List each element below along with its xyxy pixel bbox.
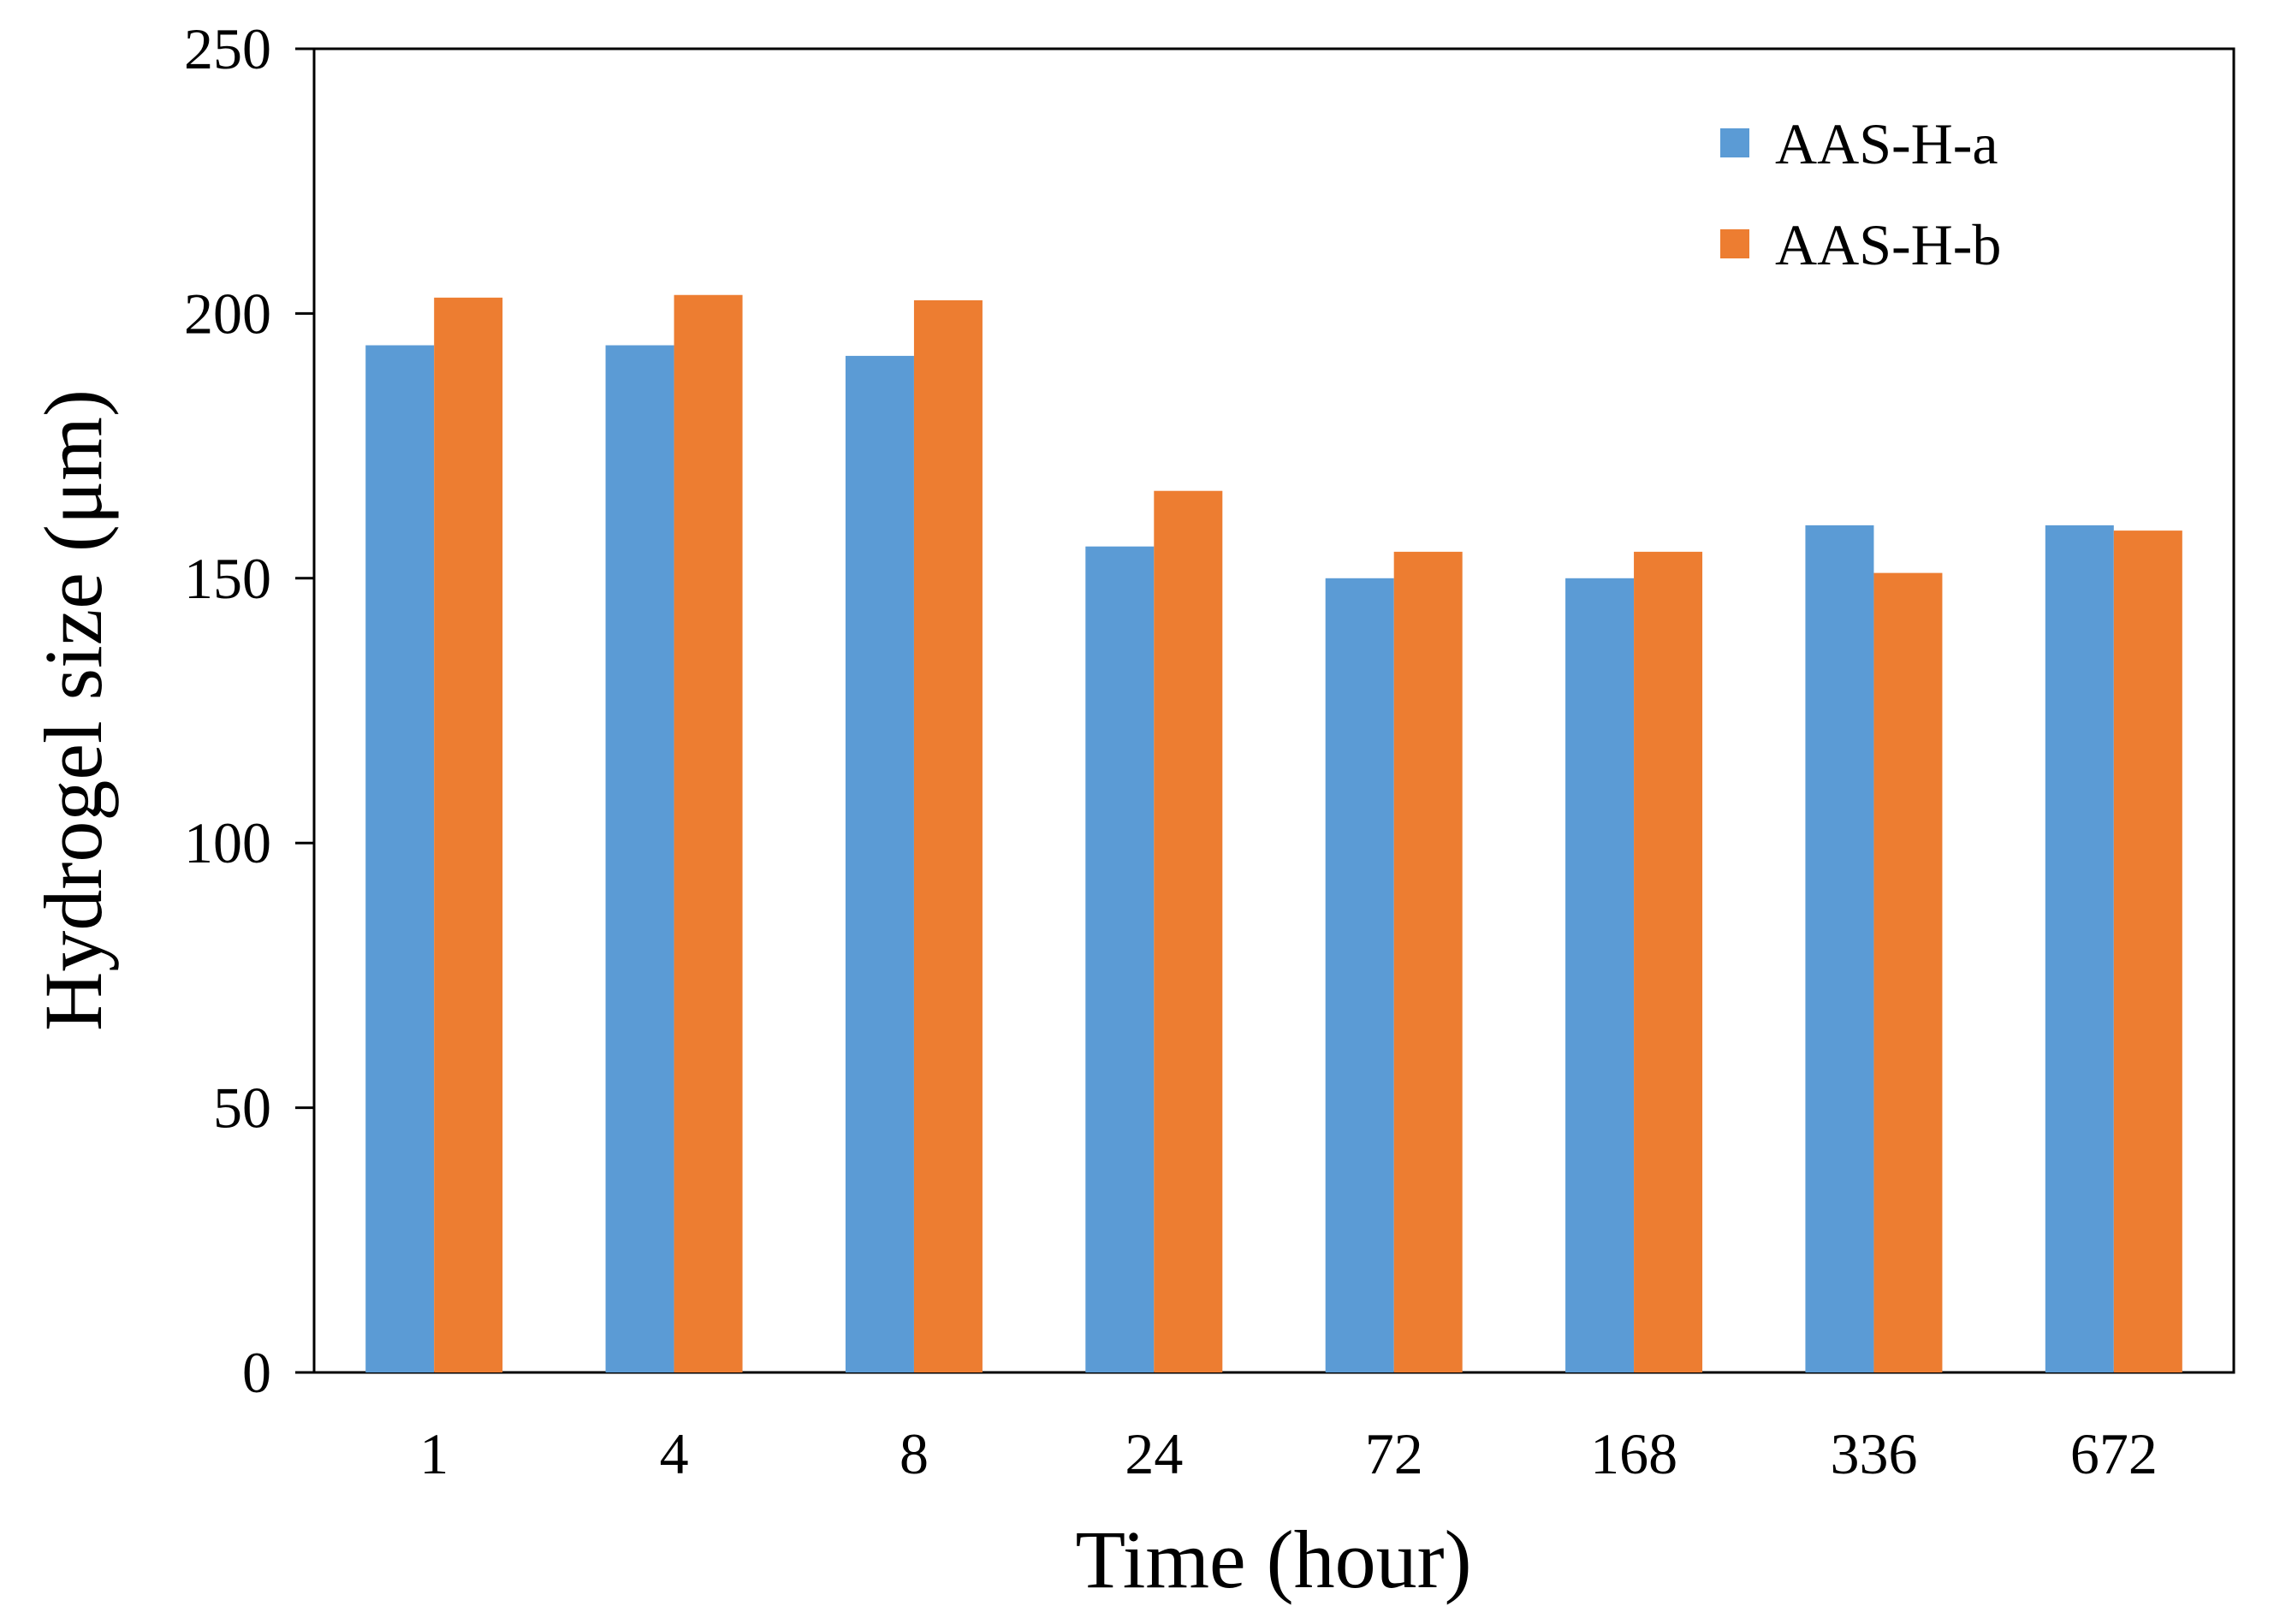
legend-swatch-AAS-H-b <box>1720 229 1749 258</box>
bar-AAS-H-b-672 <box>2113 530 2182 1372</box>
x-tick-label-336: 336 <box>1830 1421 1917 1486</box>
bar-AAS-H-a-72 <box>1325 578 1394 1372</box>
x-tick-label-72: 72 <box>1365 1421 1423 1486</box>
legend-label-AAS-H-a: AAS-H-a <box>1775 111 1998 176</box>
bar-AAS-H-b-72 <box>1393 551 1463 1372</box>
bar-AAS-H-b-8 <box>913 299 983 1373</box>
x-tick-label-8: 8 <box>900 1421 929 1486</box>
y-tick-label-150: 150 <box>184 546 271 611</box>
x-axis: 1 4 8 24 72 168 336 672 <box>419 1421 2158 1486</box>
y-tick-label-100: 100 <box>184 810 271 875</box>
y-tick-label-50: 50 <box>213 1076 271 1141</box>
x-tick-label-4: 4 <box>660 1421 689 1486</box>
bar-AAS-H-a-8 <box>845 355 914 1372</box>
bar-AAS-H-b-4 <box>674 294 743 1373</box>
bar-AAS-H-a-1 <box>365 345 435 1372</box>
y-tick-label-250: 250 <box>184 16 271 81</box>
bar-AAS-H-b-336 <box>1873 572 1943 1372</box>
x-tick-label-168: 168 <box>1590 1421 1677 1486</box>
bar-AAS-H-a-4 <box>605 345 674 1372</box>
x-tick-label-672: 672 <box>2070 1421 2158 1486</box>
legend: AAS-H-a AAS-H-b <box>1720 111 2001 277</box>
x-tick-label-1: 1 <box>419 1421 448 1486</box>
bars-group <box>365 294 2182 1373</box>
bar-AAS-H-b-168 <box>1634 551 1703 1372</box>
legend-swatch-AAS-H-a <box>1720 128 1749 157</box>
bar-AAS-H-a-24 <box>1085 546 1155 1372</box>
x-axis-title: Time (hour) <box>1075 1514 1471 1605</box>
y-axis-title: Hydrogel size (μm) <box>27 389 119 1031</box>
x-tick-label-24: 24 <box>1125 1421 1183 1486</box>
bar-AAS-H-b-24 <box>1154 490 1223 1372</box>
plot-area-frame <box>312 47 2235 1374</box>
bar-AAS-H-a-672 <box>2045 525 2114 1372</box>
y-tick-label-200: 200 <box>184 281 271 346</box>
bar-AAS-H-a-168 <box>1565 578 1635 1372</box>
bar-AAS-H-a-336 <box>1805 525 1874 1372</box>
y-axis: 0 50 100 150 200 250 <box>184 16 314 1405</box>
legend-label-AAS-H-b: AAS-H-b <box>1775 212 2001 277</box>
bar-AAS-H-b-1 <box>434 297 503 1373</box>
y-tick-label-0: 0 <box>242 1340 271 1405</box>
